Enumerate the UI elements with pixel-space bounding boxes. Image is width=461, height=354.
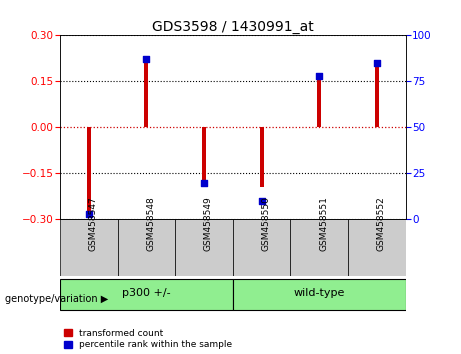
Legend: transformed count, percentile rank within the sample: transformed count, percentile rank withi… [65,329,232,349]
Bar [60,279,233,310]
Text: wild-type: wild-type [294,288,345,298]
Bar [60,219,118,276]
Text: GSM458551: GSM458551 [319,196,328,251]
Point [258,198,266,204]
Bar [375,66,379,127]
Text: genotype/variation ▶: genotype/variation ▶ [5,294,108,304]
Bar [87,127,91,215]
Bar [233,219,290,276]
Bar [260,127,264,187]
Point [200,180,207,185]
Title: GDS3598 / 1430991_at: GDS3598 / 1430991_at [152,21,313,34]
Point [315,73,323,79]
Bar [317,74,321,127]
Bar [144,62,148,127]
Bar [175,219,233,276]
Bar [348,219,406,276]
Text: GSM458552: GSM458552 [377,196,386,251]
Text: GSM458549: GSM458549 [204,196,213,251]
Point [142,57,150,62]
Point [373,60,381,66]
Bar [233,279,406,310]
Text: p300 +/-: p300 +/- [122,288,171,298]
Bar [290,219,348,276]
Point [85,211,92,217]
Bar [118,219,175,276]
Bar [202,127,206,184]
Text: GSM458547: GSM458547 [89,196,98,251]
Text: GSM458550: GSM458550 [262,196,271,251]
Text: GSM458548: GSM458548 [146,196,155,251]
